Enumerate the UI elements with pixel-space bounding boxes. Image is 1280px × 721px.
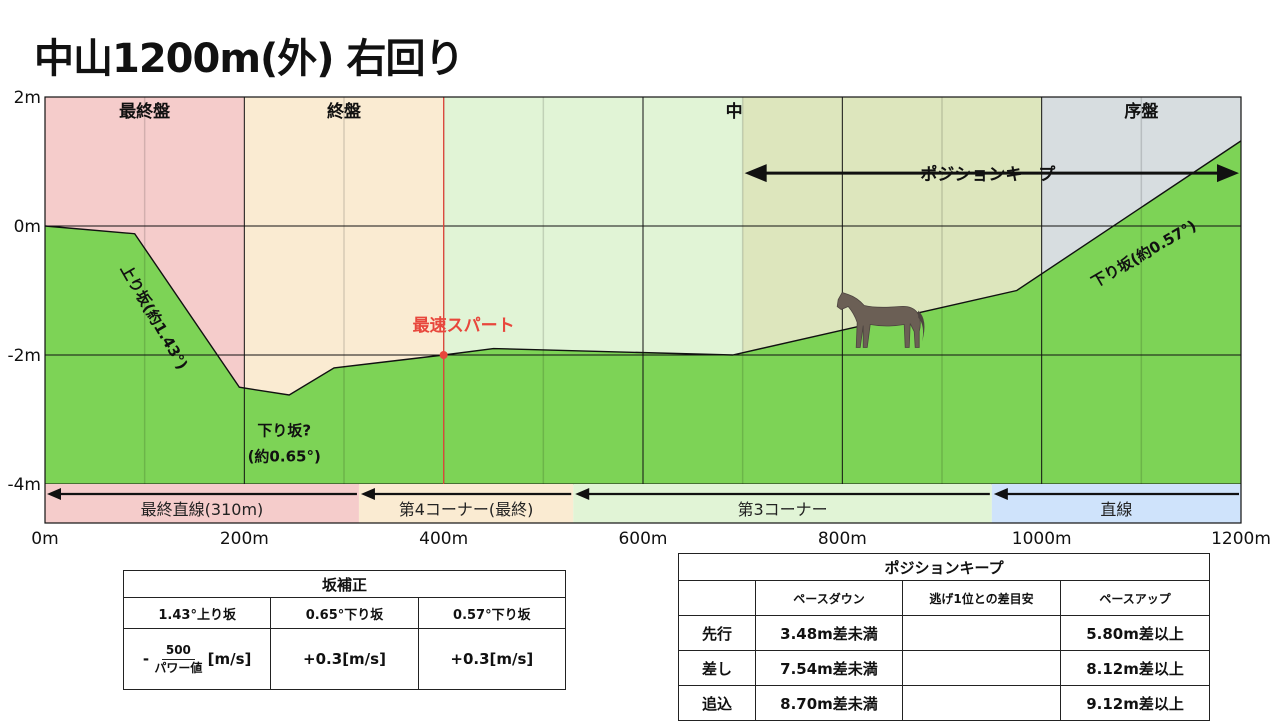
slope-table-caption: 坂補正: [123, 570, 566, 598]
section-arrow-head: [360, 488, 375, 500]
y-tick-label: 0m: [14, 217, 41, 237]
slope-value-uphill: - 500 パワー値 [m/s]: [122, 628, 272, 690]
keep-style: 追込: [678, 685, 756, 721]
x-tick-label: 400m: [419, 529, 468, 549]
slope-header-downhill-057: 0.57°下り坂: [417, 597, 567, 629]
y-tick-label: -4m: [7, 475, 41, 495]
keep-pace-down: 8.70m差未満: [755, 685, 903, 721]
section-label: 最終直線(310m): [141, 500, 264, 519]
keep-header-pace-up: ペースアップ: [1059, 580, 1211, 616]
position-keep-table: ポジションキープ ペースダウン 逃げ1位との差目安 ペースアップ 先行 3.48…: [677, 553, 1211, 721]
slope-correction-table: 坂補正 1.43°上り坂 0.65°下り坂 0.57°下り坂 - 500 パワー…: [122, 570, 567, 690]
keep-gap: [902, 650, 1061, 686]
x-tick-label: 600m: [618, 529, 667, 549]
formula-denominator: パワー値: [154, 660, 203, 675]
horse-tail: [918, 310, 925, 342]
keep-pace-up: 9.12m差以上: [1059, 685, 1211, 721]
keep-header-empty: [678, 580, 756, 616]
slope-value-downhill-065: +0.3[m/s]: [270, 628, 419, 690]
table-row: 先行 3.48m差未満 5.80m差以上: [678, 615, 1211, 651]
ground-area: [45, 140, 1241, 485]
keep-header-gap: 逃げ1位との差目安: [902, 580, 1061, 616]
keep-pace-up: 5.80m差以上: [1059, 615, 1211, 651]
formula-unit: [m/s]: [207, 649, 252, 668]
slope-header-uphill-143: 1.43°上り坂: [122, 597, 272, 629]
section-label: 直線: [1100, 500, 1132, 519]
formula-numerator: 500: [161, 642, 195, 660]
section-band: [991, 484, 1241, 523]
slope-value-downhill-057: +0.3[m/s]: [417, 628, 567, 690]
keep-pace-down: 3.48m差未満: [755, 615, 903, 651]
x-tick-label: 1000m: [1012, 529, 1072, 549]
keep-gap: [902, 615, 1061, 651]
keep-style: 差し: [678, 650, 756, 686]
page-title: 中山1200m(外) 右回り: [34, 36, 464, 82]
formula-fraction: 500 パワー値: [154, 642, 202, 677]
keep-pace-down: 7.54m差未満: [755, 650, 903, 686]
y-tick-label: 2m: [14, 88, 41, 108]
x-tick-label: 800m: [818, 529, 867, 549]
section-arrow-head: [575, 488, 590, 500]
x-tick-label: 1200m: [1211, 529, 1271, 549]
section-label: 第4コーナー(最終): [399, 500, 534, 519]
phase-label: 序盤: [1124, 101, 1159, 122]
slope-label: 下り坂?: [257, 422, 311, 440]
keep-table-caption: ポジションキープ: [677, 553, 1211, 581]
section-band: [45, 484, 359, 523]
formula-prefix: -: [142, 649, 150, 668]
x-tick-label: 0m: [31, 529, 58, 549]
keep-header-pace-down: ペースダウン: [755, 580, 903, 616]
section-label: 第3コーナー: [737, 500, 827, 519]
phase-label: 終盤: [327, 101, 362, 122]
position-keep-arrow-right: [1217, 164, 1239, 183]
position-keep-label: ポジションキープ: [920, 164, 1056, 185]
section-arrow-head: [47, 488, 61, 500]
table-row: 追込 8.70m差未満 9.12m差以上: [678, 685, 1211, 721]
y-tick-label: -2m: [7, 346, 41, 366]
keep-pace-up: 8.12m差以上: [1059, 650, 1211, 686]
section-band: [358, 484, 574, 523]
horse-body: [836, 292, 921, 348]
keep-gap: [902, 685, 1061, 721]
keep-style: 先行: [678, 615, 756, 651]
section-band: [573, 484, 992, 523]
phase-label: 最終盤: [119, 101, 171, 122]
x-tick-label: 200m: [220, 529, 269, 549]
table-row: 差し 7.54m差未満 8.12m差以上: [678, 650, 1211, 686]
slope-label: (約0.65°): [248, 447, 321, 465]
chart-frame: [44, 96, 1242, 524]
spurt-label: 最速スパート: [413, 315, 515, 336]
position-keep-arrow-left: [744, 164, 767, 183]
section-arrow-head: [993, 488, 1008, 500]
slope-header-downhill-065: 0.65°下り坂: [270, 597, 419, 629]
spurt-point: [439, 351, 448, 359]
horse-icon: [836, 292, 925, 348]
